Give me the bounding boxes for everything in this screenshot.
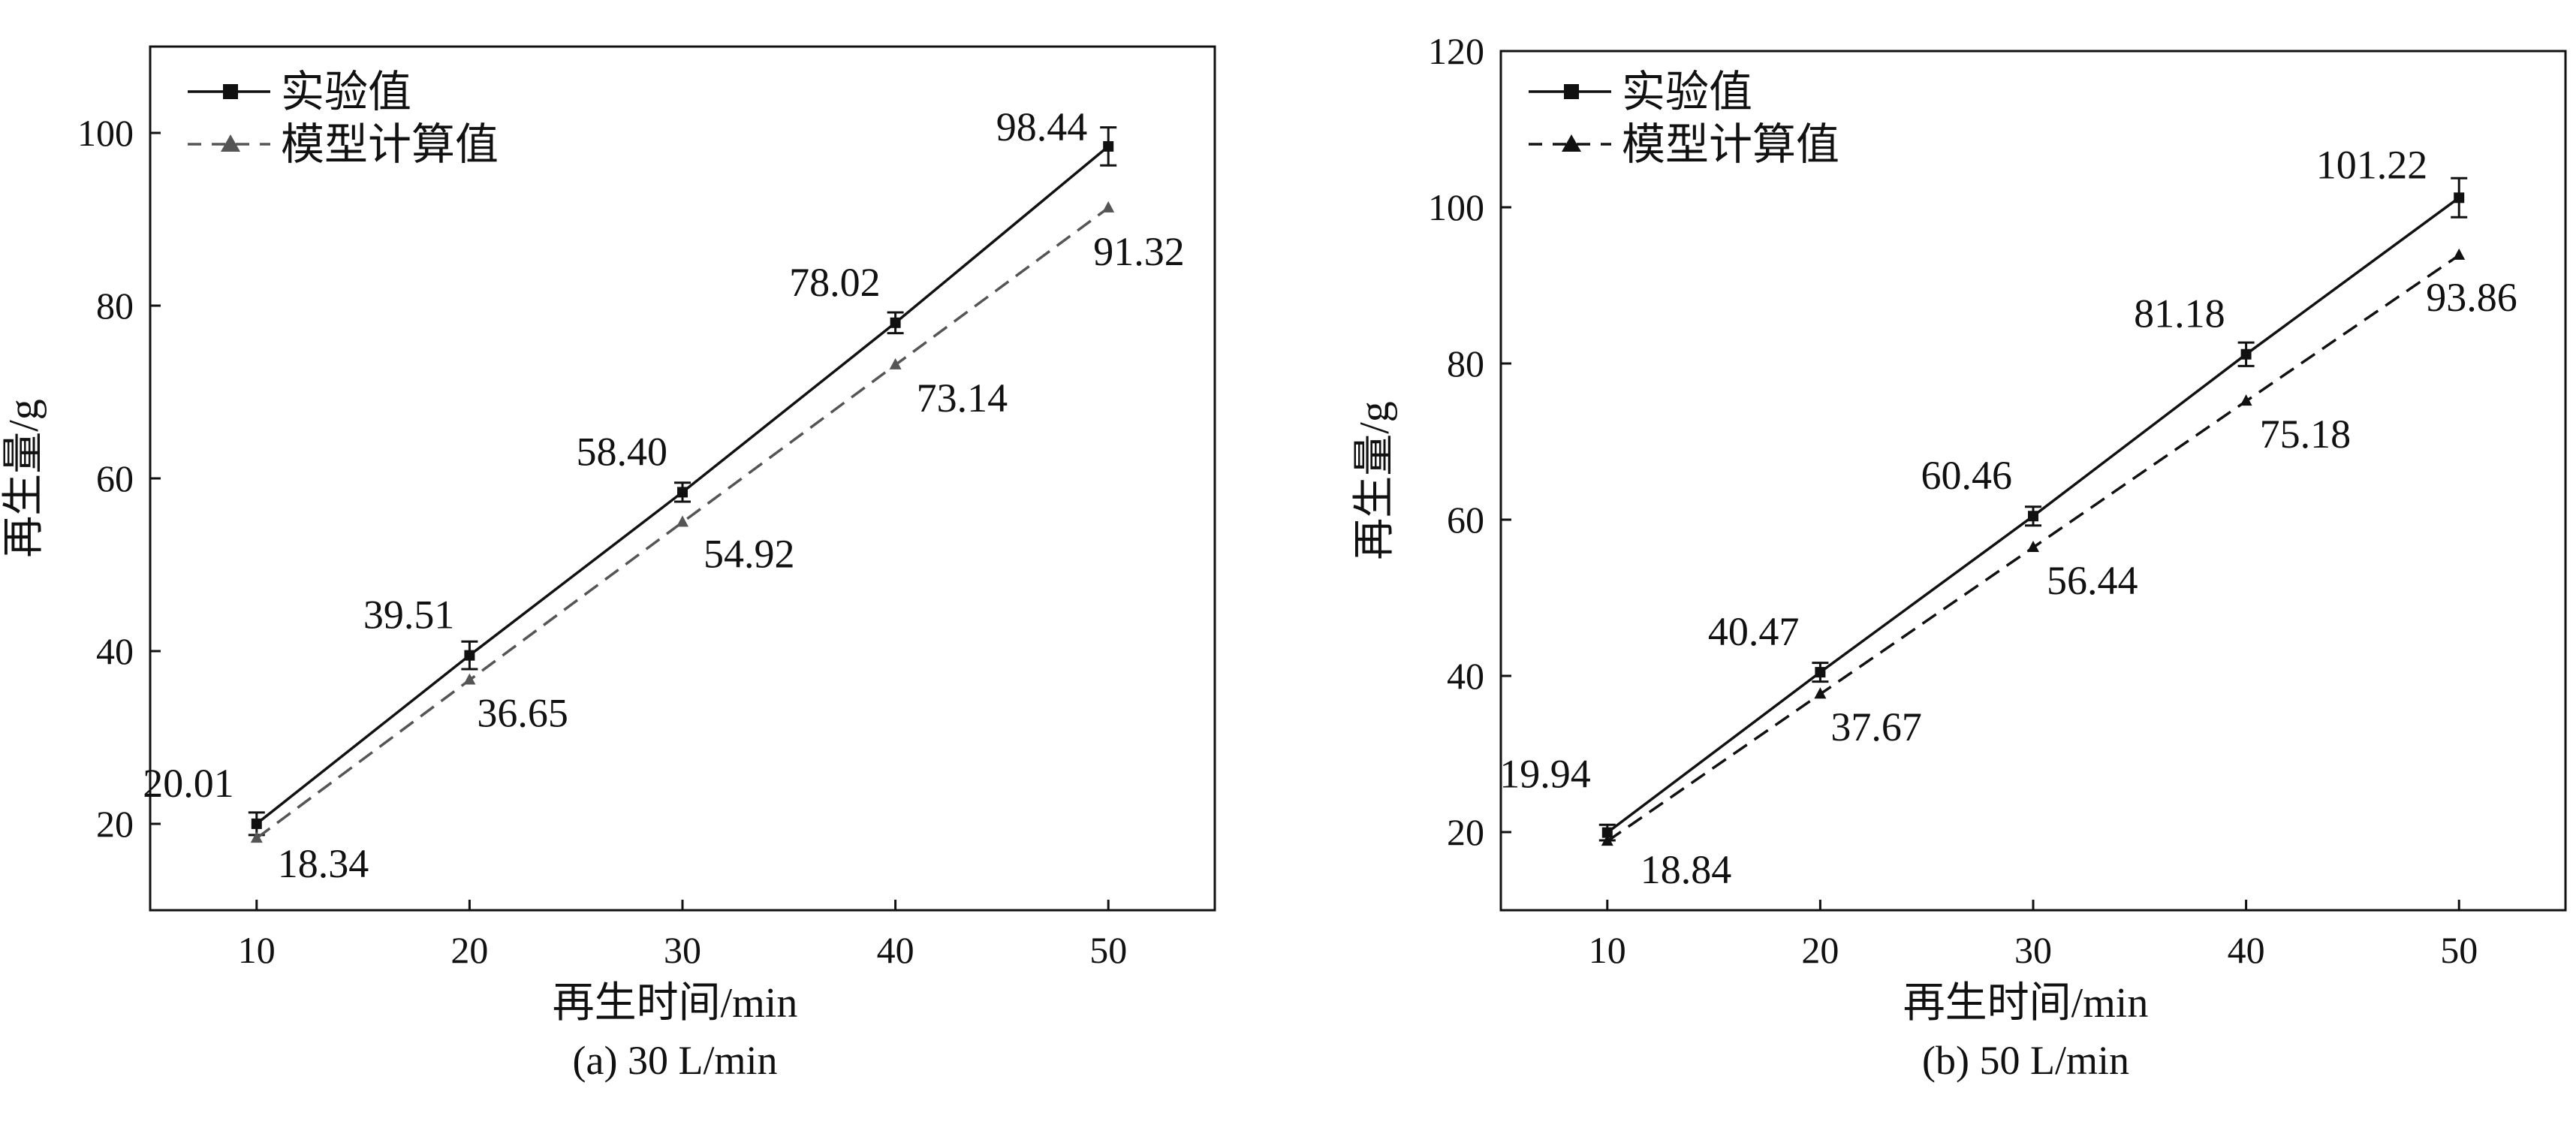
legend-label: 实验值	[281, 68, 411, 116]
data-point-triangle	[2027, 541, 2039, 553]
x-tick-label: 20	[450, 929, 488, 971]
chart-panel-b: 10 20 30 40 50 20 40 60 80 100 120 再生时间/min 再生量/g (b)…	[1351, 30, 2567, 1083]
y-tick-label: 100	[77, 112, 134, 154]
data-point-square	[1601, 827, 1613, 838]
data-point-triangle	[1814, 687, 1827, 699]
y-tick-label: 80	[96, 285, 134, 327]
series-line-model	[255, 207, 1110, 840]
x-axis-title: 再生时间/min	[553, 980, 798, 1027]
data-label-experimental: 101.22	[2316, 142, 2428, 187]
legend-marker-triangle	[221, 134, 240, 152]
legend-label: 模型计算值	[1622, 120, 1839, 169]
data-label-experimental: 40.47	[1708, 609, 1800, 654]
data-point-square	[890, 317, 901, 328]
y-tick-label: 60	[1447, 499, 1484, 541]
data-point-triangle	[463, 673, 476, 685]
data-point-square	[677, 487, 688, 498]
x-tick-label: 40	[877, 929, 914, 971]
legend-label: 模型计算值	[281, 120, 499, 169]
x-tick-label: 50	[1089, 929, 1127, 971]
data-point-square	[2028, 511, 2038, 522]
data-label-model: 36.65	[477, 691, 568, 736]
legend-marker-square	[1564, 84, 1579, 99]
data-label-model: 18.84	[1641, 847, 1732, 892]
y-tick-label: 100	[1428, 186, 1484, 228]
panel-caption: (b) 50 L/min	[1922, 1038, 2129, 1083]
x-tick-label: 20	[1801, 929, 1839, 971]
y-tick-label: 40	[1447, 655, 1484, 697]
legend-marker-triangle	[1562, 134, 1581, 152]
data-point-square	[1103, 140, 1114, 152]
data-point-triangle	[1102, 201, 1115, 213]
x-tick-label: 30	[2014, 929, 2052, 971]
legend-marker-square	[223, 84, 238, 99]
data-point-square	[251, 818, 262, 829]
data-label-experimental: 60.46	[1921, 453, 2013, 498]
data-label-experimental: 58.40	[577, 429, 668, 474]
data-point-triangle	[2453, 248, 2466, 260]
x-tick-label: 10	[1589, 929, 1626, 971]
data-point-triangle	[2240, 394, 2252, 406]
data-point-triangle	[250, 831, 263, 843]
data-point-square	[2240, 348, 2252, 360]
x-tick-label: 30	[664, 929, 701, 971]
y-axis-title: 再生量/g	[1351, 401, 1398, 560]
data-label-experimental: 39.51	[363, 593, 455, 638]
data-label-model: 93.86	[2426, 275, 2517, 320]
data-label-model: 56.44	[2047, 558, 2138, 603]
y-tick-label: 60	[96, 457, 134, 499]
y-axis-title: 再生量/g	[1, 399, 47, 558]
y-tick-label: 40	[96, 630, 134, 672]
panel-caption: (a) 30 L/min	[573, 1038, 778, 1083]
data-label-model: 75.18	[2260, 412, 2352, 457]
y-tick-label: 20	[1447, 811, 1484, 853]
data-label-model: 91.32	[1093, 229, 1185, 274]
x-tick-label: 40	[2228, 929, 2265, 971]
data-label-experimental: 81.18	[2134, 291, 2225, 336]
y-tick-label: 120	[1428, 30, 1484, 72]
data-label-experimental: 20.01	[143, 761, 234, 806]
data-label-experimental: 98.44	[996, 104, 1088, 149]
data-point-square	[1815, 667, 1826, 678]
legend-label: 实验值	[1622, 68, 1752, 116]
data-label-model: 18.34	[278, 841, 369, 886]
data-label-model: 54.92	[704, 531, 795, 576]
data-label-model: 37.67	[1830, 704, 1922, 749]
data-label-experimental: 19.94	[1499, 752, 1591, 797]
y-tick-label: 80	[1447, 342, 1484, 385]
data-point-triangle	[676, 515, 688, 527]
data-label-experimental: 78.02	[789, 260, 881, 305]
x-tick-label: 10	[238, 929, 276, 971]
x-tick-label: 50	[2440, 929, 2478, 971]
data-point-square	[2454, 192, 2465, 204]
data-point-triangle	[889, 357, 902, 369]
y-tick-label: 20	[96, 803, 134, 845]
chart-panel-a: 10 20 30 40 50 20 40 60 80 100 再生时间/min 再生量/g (a) 30…	[1, 45, 1216, 1083]
data-point-triangle	[1601, 834, 1613, 846]
data-point-square	[464, 650, 475, 661]
x-axis-title: 再生时间/min	[1903, 980, 2149, 1027]
data-label-model: 73.14	[917, 375, 1008, 421]
